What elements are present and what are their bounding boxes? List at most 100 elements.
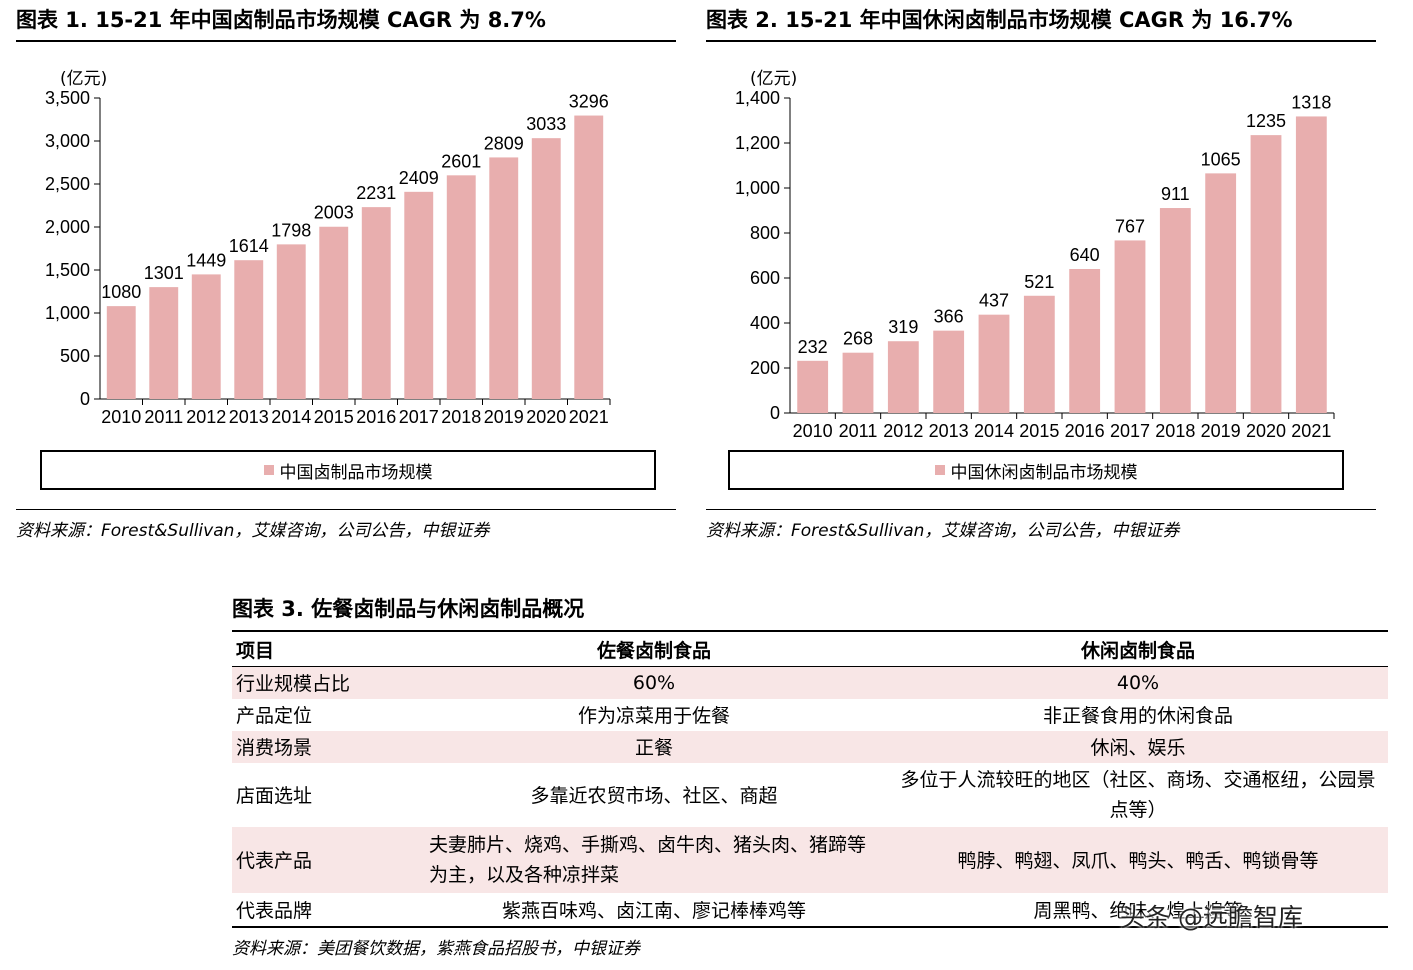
data-label: 1449 (186, 250, 226, 270)
bar (1023, 295, 1055, 413)
table-row: 行业规模占比 60% 40% (232, 666, 1388, 699)
y-tick-label: 1,000 (45, 303, 90, 323)
data-label: 911 (1161, 184, 1190, 204)
table-cell: 40% (888, 666, 1388, 699)
table-header-row: 项目 佐餐卤制食品 休闲卤制食品 (232, 632, 1388, 667)
bar (404, 191, 434, 399)
y-tick-label: 1,000 (735, 178, 780, 198)
source-note: 资料来源：Forest&Sullivan，艾媒咨询，公司公告，中银证券 (706, 509, 1376, 541)
bar (319, 226, 349, 399)
data-label: 2809 (484, 133, 524, 153)
bar-chart-1: (亿元)3,500 3,000 2,500 2,000 1,500 1,000 500 0 10… (45, 69, 611, 427)
source-note: 资料来源：Forest&Sullivan，艾媒咨询，公司公告，中银证券 (16, 509, 676, 541)
x-tick-label: 2014 (974, 421, 1014, 441)
bar (574, 115, 604, 399)
table-cell: 紫燕百味鸡、卤江南、廖记棒棒鸡等 (501, 899, 806, 922)
x-tick-label: 2016 (356, 407, 396, 427)
chart-title: 图表 2. 15-21 年中国休闲卤制品市场规模 CAGR 为 16.7% (706, 6, 1376, 42)
y-tick-label: 600 (750, 268, 780, 288)
data-label: 2601 (441, 151, 481, 171)
y-tick-label: 3,000 (45, 131, 90, 151)
bar-chart-2: (亿元)1,400 1,200 1,000 800 600 400 200 0 232 2010 2… (735, 69, 1335, 441)
data-label: 319 (888, 317, 918, 337)
data-label: 366 (934, 307, 964, 327)
x-tick-label: 2017 (399, 407, 439, 427)
x-tick-label: 2011 (144, 407, 183, 427)
y-tick-label: 500 (60, 346, 90, 366)
x-tick-label: 2010 (793, 421, 833, 441)
data-label: 3033 (526, 114, 566, 134)
table-cell: 产品定位 (236, 705, 313, 727)
table-cell: 鸭脖、鸭翅、凤爪、鸭头、鸭舌、鸭锁骨等 (888, 826, 1388, 893)
bar (797, 360, 829, 413)
legend: 中国休闲卤制品市场规模 (728, 450, 1344, 490)
y-tick-label: 2,500 (45, 174, 90, 194)
header-cell: 佐餐卤制食品 (420, 632, 888, 667)
y-tick-label: 0 (770, 403, 780, 423)
x-tick-label: 2018 (1155, 421, 1195, 441)
bar (489, 157, 519, 399)
table-row: 代表品牌 紫燕百味鸡、卤江南、廖记棒棒鸡等 周黑鸭、绝味、煌上煌等 (232, 893, 1388, 927)
bar (531, 138, 561, 400)
x-tick-label: 2021 (1291, 421, 1331, 441)
table-cell: 正餐 (420, 730, 888, 763)
legend-label: 中国休闲卤制品市场规模 (950, 462, 1138, 483)
x-tick-label: 2016 (1065, 421, 1105, 441)
x-tick-label: 2010 (101, 407, 141, 427)
table-cell: 夫妻肺片、烧鸡、手撕鸡、卤牛肉、猪头肉、猪蹄等为主，以及各种凉拌菜 (420, 826, 888, 893)
table-cell: 多位于人流较旺的地区（社区、商场、交通枢纽，公园景点等） (900, 768, 1376, 821)
x-tick-label: 2013 (929, 421, 969, 441)
bar (446, 175, 476, 399)
data-label: 437 (979, 291, 1009, 311)
y-tick-label: 0 (80, 389, 90, 409)
bar (149, 287, 179, 399)
legend: 中国卤制品市场规模 (40, 450, 656, 490)
bar (887, 341, 919, 413)
x-tick-label: 2017 (1110, 421, 1150, 441)
table-cell: 多靠近农贸市场、社区、商超 (530, 785, 778, 807)
table-cell: 60% (420, 666, 888, 699)
y-tick-label: 2,000 (45, 217, 90, 237)
y-tick-label: 200 (750, 358, 780, 378)
table-title: 图表 3. 佐餐卤制品与休闲卤制品概况 (232, 594, 1388, 632)
x-tick-label: 2020 (1246, 421, 1286, 441)
x-tick-label: 2013 (229, 407, 269, 427)
chart-panel-1: 图表 1. 15-21 年中国卤制品市场规模 CAGR 为 8.7% (亿元) 3… (16, 6, 676, 546)
table-cell: 消费场景 (232, 730, 420, 763)
y-tick-label: 1,500 (45, 260, 90, 280)
data-label: 2231 (356, 183, 396, 203)
data-label: 232 (798, 337, 828, 357)
data-label: 767 (1115, 216, 1145, 236)
x-tick-label: 2012 (883, 421, 923, 441)
y-tick-label: 3,500 (45, 88, 90, 108)
data-label: 3296 (569, 92, 609, 112)
data-label: 1301 (144, 263, 184, 283)
table-cell: 代表品牌 (236, 899, 313, 922)
table-row: 店面选址 多靠近农贸市场、社区、商超 多位于人流较旺的地区（社区、商场、交通枢纽… (232, 763, 1388, 827)
x-tick-label: 2012 (186, 407, 226, 427)
y-unit-label: (亿元) (60, 69, 107, 89)
legend-swatch (263, 465, 274, 475)
table-cell: 作为凉菜用于佐餐 (577, 705, 730, 727)
x-tick-label: 2018 (441, 407, 481, 427)
x-tick-label: 2015 (1019, 421, 1059, 441)
table-row: 产品定位 作为凉菜用于佐餐 非正餐食用的休闲食品 (232, 699, 1388, 731)
x-tick-label: 2014 (271, 407, 311, 427)
table-row: 代表产品 夫妻肺片、烧鸡、手撕鸡、卤牛肉、猪头肉、猪蹄等为主，以及各种凉拌菜 鸭… (232, 826, 1388, 893)
bar (191, 274, 221, 399)
bar (933, 330, 965, 413)
data-label: 1235 (1246, 111, 1286, 131)
table-cell: 非正餐食用的休闲食品 (1042, 705, 1233, 727)
bar (1114, 240, 1146, 413)
y-tick-label: 400 (750, 313, 780, 333)
source-note: 资料来源：美团餐饮数据，紫燕食品招股书，中银证券 (232, 927, 1388, 959)
table-cell: 周黑鸭、绝味、煌上煌等 (1033, 899, 1243, 922)
bar (1069, 269, 1101, 413)
table-cell-text: 夫妻肺片、烧鸡、手撕鸡、卤牛肉、猪头肉、猪蹄等为主，以及各种凉拌菜 (429, 833, 867, 886)
data-label: 2409 (399, 168, 439, 188)
chart-title: 图表 1. 15-21 年中国卤制品市场规模 CAGR 为 8.7% (16, 6, 676, 42)
data-label: 1798 (271, 220, 311, 240)
data-label: 1318 (1291, 92, 1331, 112)
data-label: 640 (1070, 245, 1100, 265)
bar (1205, 173, 1237, 413)
